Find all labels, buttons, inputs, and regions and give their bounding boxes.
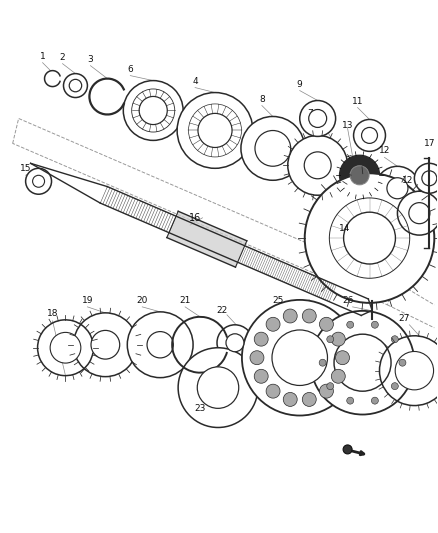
Ellipse shape bbox=[353, 119, 385, 151]
Text: 20: 20 bbox=[137, 296, 148, 305]
Ellipse shape bbox=[283, 309, 297, 323]
Text: 2: 2 bbox=[60, 53, 65, 62]
Ellipse shape bbox=[127, 312, 193, 378]
Ellipse shape bbox=[302, 309, 316, 323]
Ellipse shape bbox=[242, 300, 357, 416]
Ellipse shape bbox=[288, 135, 348, 195]
Ellipse shape bbox=[311, 311, 414, 415]
Ellipse shape bbox=[300, 101, 336, 136]
Ellipse shape bbox=[339, 155, 379, 195]
Ellipse shape bbox=[255, 131, 291, 166]
Ellipse shape bbox=[217, 325, 253, 361]
Text: 9: 9 bbox=[297, 79, 303, 88]
Ellipse shape bbox=[25, 168, 52, 194]
Ellipse shape bbox=[409, 203, 430, 224]
Ellipse shape bbox=[422, 171, 437, 186]
Text: 12: 12 bbox=[379, 147, 390, 155]
Text: 3: 3 bbox=[88, 55, 93, 63]
Ellipse shape bbox=[319, 384, 333, 398]
Ellipse shape bbox=[391, 336, 398, 343]
Text: 18: 18 bbox=[47, 309, 58, 318]
Ellipse shape bbox=[395, 351, 434, 390]
Ellipse shape bbox=[254, 332, 268, 346]
Text: 14: 14 bbox=[339, 224, 350, 233]
Ellipse shape bbox=[343, 212, 396, 264]
Text: 4: 4 bbox=[192, 77, 198, 86]
Ellipse shape bbox=[331, 332, 345, 346]
Ellipse shape bbox=[319, 317, 333, 331]
Ellipse shape bbox=[254, 369, 268, 383]
Ellipse shape bbox=[371, 321, 378, 328]
Ellipse shape bbox=[197, 367, 239, 408]
Text: 1: 1 bbox=[40, 52, 46, 61]
Ellipse shape bbox=[319, 359, 326, 366]
Ellipse shape bbox=[334, 334, 391, 391]
Ellipse shape bbox=[391, 383, 398, 390]
Ellipse shape bbox=[347, 321, 354, 328]
Polygon shape bbox=[167, 211, 247, 267]
Text: 21: 21 bbox=[180, 296, 191, 305]
Ellipse shape bbox=[226, 334, 244, 352]
Ellipse shape bbox=[327, 336, 334, 343]
Text: 6: 6 bbox=[127, 64, 133, 74]
Ellipse shape bbox=[343, 445, 352, 454]
Ellipse shape bbox=[198, 114, 232, 148]
Ellipse shape bbox=[347, 397, 354, 404]
Text: 23: 23 bbox=[194, 403, 206, 413]
Text: 12: 12 bbox=[402, 176, 413, 185]
Ellipse shape bbox=[91, 330, 120, 359]
Text: 25: 25 bbox=[272, 296, 283, 305]
Text: 19: 19 bbox=[81, 296, 93, 305]
Ellipse shape bbox=[69, 79, 81, 92]
Ellipse shape bbox=[283, 392, 297, 406]
Ellipse shape bbox=[241, 117, 305, 180]
Ellipse shape bbox=[309, 109, 327, 127]
Ellipse shape bbox=[250, 351, 264, 365]
Text: 17: 17 bbox=[424, 139, 435, 148]
Ellipse shape bbox=[399, 359, 406, 366]
Text: 27: 27 bbox=[399, 314, 410, 323]
Ellipse shape bbox=[302, 392, 316, 406]
Ellipse shape bbox=[350, 166, 369, 185]
Text: 7: 7 bbox=[307, 109, 313, 118]
Ellipse shape bbox=[371, 397, 378, 404]
Ellipse shape bbox=[74, 313, 137, 377]
Ellipse shape bbox=[336, 351, 350, 365]
Ellipse shape bbox=[414, 163, 438, 193]
Ellipse shape bbox=[124, 80, 183, 140]
Text: 8: 8 bbox=[259, 94, 265, 103]
Ellipse shape bbox=[177, 93, 253, 168]
Ellipse shape bbox=[32, 175, 45, 187]
Ellipse shape bbox=[266, 384, 280, 398]
Ellipse shape bbox=[361, 127, 378, 143]
Ellipse shape bbox=[178, 348, 258, 427]
Text: 22: 22 bbox=[216, 306, 228, 315]
Ellipse shape bbox=[64, 74, 88, 98]
Ellipse shape bbox=[331, 369, 345, 383]
Ellipse shape bbox=[304, 152, 331, 179]
Ellipse shape bbox=[327, 383, 334, 390]
Text: 26: 26 bbox=[342, 296, 353, 305]
Ellipse shape bbox=[375, 166, 419, 210]
Ellipse shape bbox=[50, 333, 81, 363]
Text: 13: 13 bbox=[342, 122, 353, 131]
Text: 15: 15 bbox=[20, 164, 32, 173]
Text: 11: 11 bbox=[352, 96, 363, 106]
Ellipse shape bbox=[305, 173, 434, 303]
Ellipse shape bbox=[397, 191, 438, 235]
Text: 16: 16 bbox=[189, 213, 201, 223]
Ellipse shape bbox=[272, 330, 328, 385]
Ellipse shape bbox=[139, 96, 167, 125]
Ellipse shape bbox=[266, 317, 280, 331]
Ellipse shape bbox=[147, 332, 173, 358]
Ellipse shape bbox=[387, 177, 408, 199]
